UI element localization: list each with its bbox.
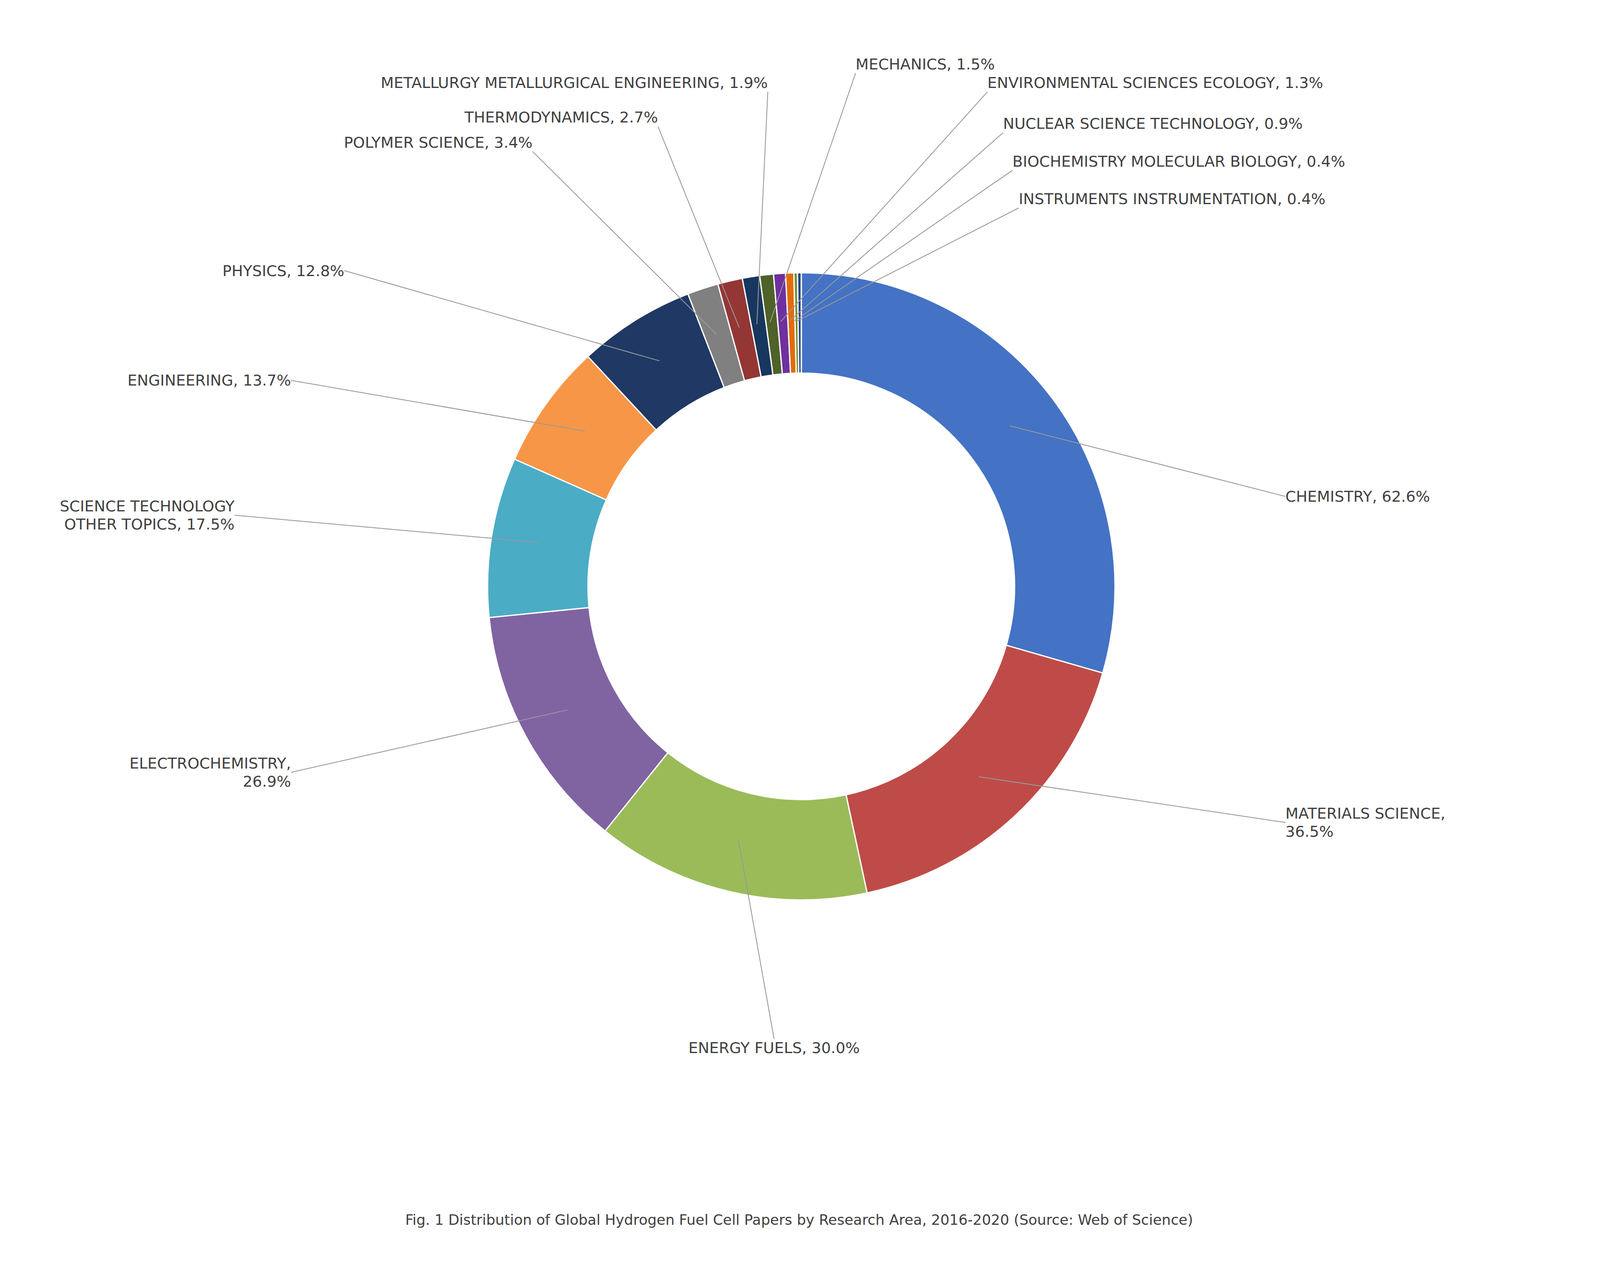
html-text:Fig. 1 Distribution of Global: Fig. 1 Distribution of Global Hydrogen F…	[405, 1211, 1194, 1229]
svg-text:THERMODYNAMICS, 2.7%: THERMODYNAMICS, 2.7%	[464, 108, 659, 126]
svg-text:METALLURGY METALLURGICAL ENGIN: METALLURGY METALLURGICAL ENGINEERING, 1.…	[380, 74, 768, 92]
svg-text:SCIENCE TECHNOLOGYOTHER TOPICS: SCIENCE TECHNOLOGYOTHER TOPICS, 17.5%	[59, 497, 235, 534]
svg-text:CHEMISTRY, 62.6%: CHEMISTRY, 62.6%	[1285, 488, 1430, 506]
svg-text:MATERIALS SCIENCE,36.5%: MATERIALS SCIENCE,36.5%	[1285, 805, 1446, 841]
svg-text:ENGINEERING, 13.7%: ENGINEERING, 13.7%	[127, 371, 291, 390]
svg-text:POLYMER SCIENCE, 3.4%: POLYMER SCIENCE, 3.4%	[344, 133, 533, 152]
svg-text:INSTRUMENTS INSTRUMENTATION, 0: INSTRUMENTS INSTRUMENTATION, 0.4%	[1018, 190, 1326, 208]
svg-text:BIOCHEMISTRY MOLECULAR BIOLOGY: BIOCHEMISTRY MOLECULAR BIOLOGY, 0.4%	[1012, 152, 1346, 171]
svg-text:ELECTROCHEMISTRY,26.9%: ELECTROCHEMISTRY,26.9%	[129, 754, 291, 791]
svg-text:NUCLEAR SCIENCE TECHNOLOGY, 0.: NUCLEAR SCIENCE TECHNOLOGY, 0.9%	[1002, 114, 1303, 133]
svg-text:PHYSICS, 12.8%: PHYSICS, 12.8%	[222, 262, 344, 280]
svg-text:ENERGY FUELS, 30.0%: ENERGY FUELS, 30.0%	[688, 1039, 860, 1057]
svg-text:MECHANICS, 1.5%: MECHANICS, 1.5%	[855, 55, 995, 73]
svg-text:ENVIRONMENTAL SCIENCES ECOLOGY: ENVIRONMENTAL SCIENCES ECOLOGY, 1.3%	[987, 74, 1323, 92]
